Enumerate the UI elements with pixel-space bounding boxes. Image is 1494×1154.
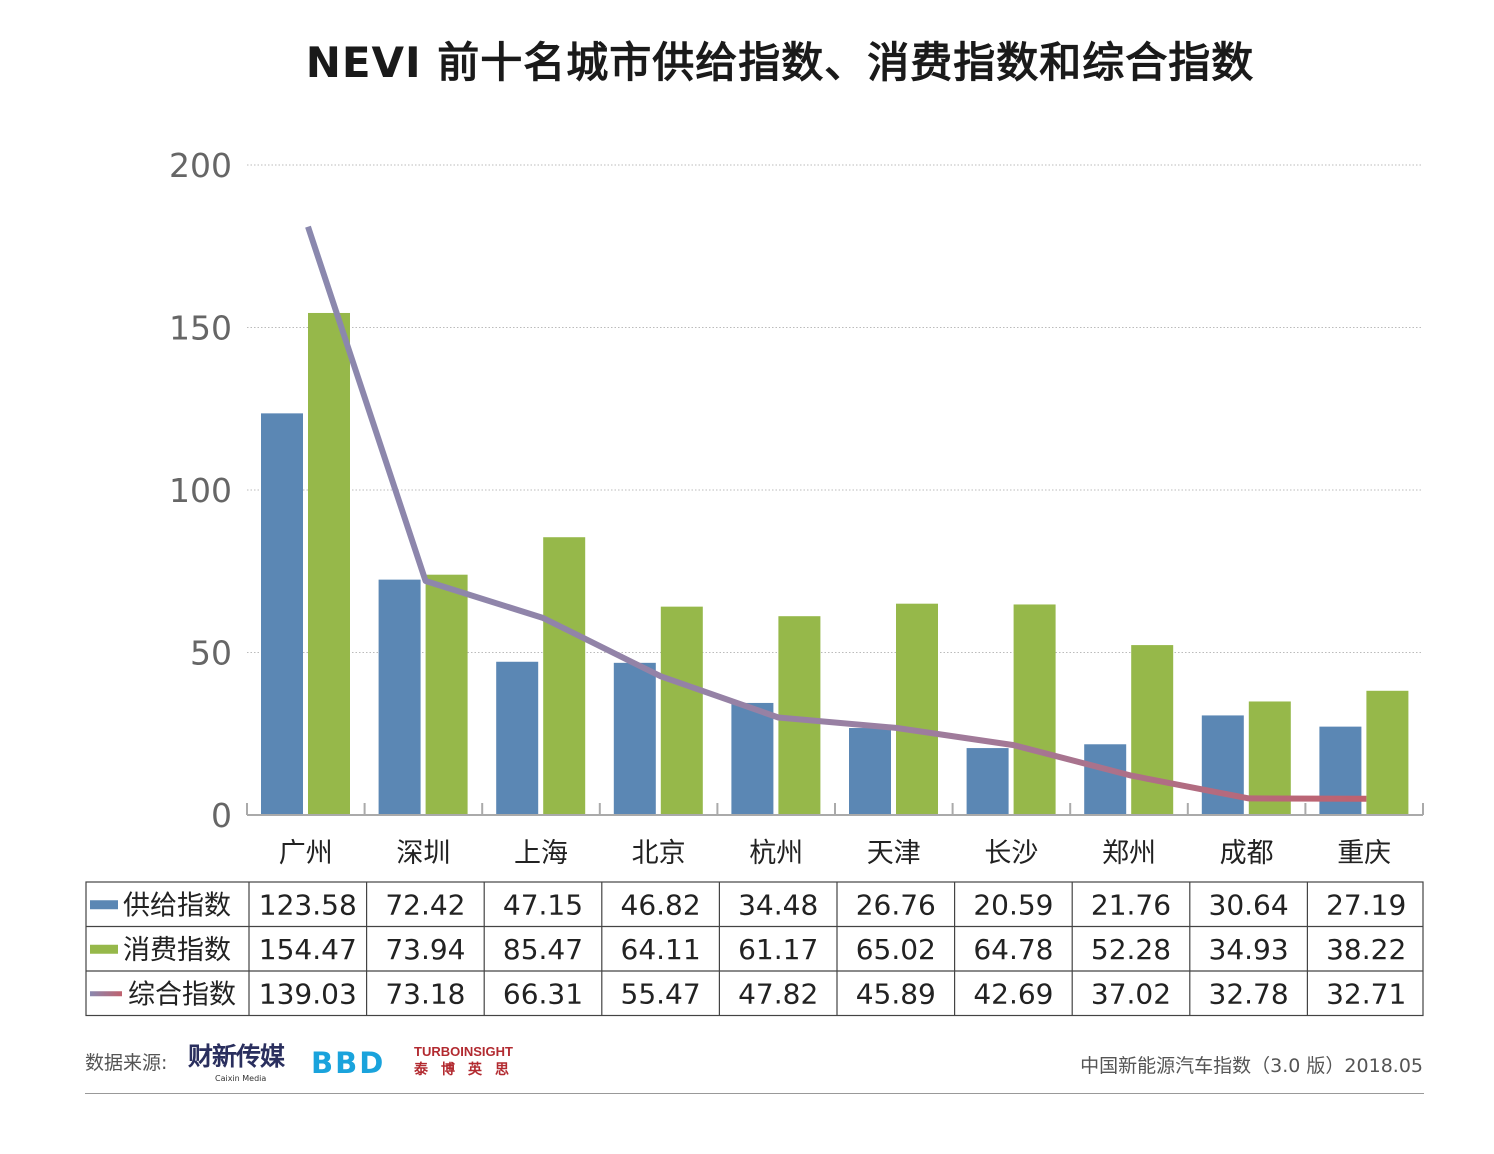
chart-title: NEVI 前十名城市供给指数、消费指数和综合指数: [305, 38, 1255, 87]
bar-supply: [1201, 715, 1244, 815]
table-cell-value: 27.19: [1326, 888, 1406, 921]
legend-label: 供给指数: [123, 890, 231, 921]
y-tick-label: 50: [190, 634, 232, 673]
table-cell-value: 73.18: [385, 977, 465, 1010]
turboinsight-logo: TURBOINSIGHT: [414, 1044, 513, 1059]
bar-supply: [496, 661, 539, 815]
table-cell-value: 46.82: [621, 888, 701, 921]
legend-swatch-consumption: [90, 944, 118, 954]
x-category-label: 长沙: [984, 838, 1038, 869]
bar-supply: [731, 702, 774, 815]
x-category-label: 天津: [867, 838, 921, 869]
table-cell-value: 32.78: [1209, 977, 1289, 1010]
table-cell-value: 154.47: [259, 933, 357, 966]
table-cell-value: 47.82: [738, 977, 818, 1010]
caixin-logo: 财新传媒: [188, 1042, 285, 1071]
bar-consumption: [1131, 645, 1174, 815]
table-cell-value: 123.58: [259, 888, 357, 921]
table-cell-value: 139.03: [259, 977, 357, 1010]
table-cell-value: 65.02: [856, 933, 936, 966]
legend-label: 综合指数: [128, 979, 236, 1010]
table-cell-value: 37.02: [1091, 977, 1171, 1010]
y-tick-label: 0: [211, 796, 232, 835]
table-cell-value: 47.15: [503, 888, 583, 921]
footer-edition: 中国新能源汽车指数（3.0 版）2018.05: [1080, 1055, 1423, 1077]
x-category-label: 郑州: [1102, 838, 1156, 869]
table-cell-value: 55.47: [621, 977, 701, 1010]
table-cell-value: 64.78: [973, 933, 1053, 966]
table-cell-value: 26.76: [856, 888, 936, 921]
bar-supply: [613, 662, 656, 815]
bar-supply: [966, 748, 1009, 815]
bar-consumption: [425, 574, 468, 815]
legend-label: 消费指数: [123, 935, 231, 966]
y-tick-label: 100: [169, 471, 232, 510]
legend-swatch-composite: [90, 991, 122, 997]
x-category-label: 成都: [1220, 838, 1274, 869]
table-cell-value: 61.17: [738, 933, 818, 966]
bbd-logo: BBD: [311, 1046, 386, 1080]
table-cell-value: 32.71: [1326, 977, 1406, 1010]
x-category-label: 重庆: [1337, 838, 1391, 869]
table-cell-value: 34.93: [1209, 933, 1289, 966]
table-cell-value: 73.94: [385, 933, 465, 966]
table-cell-value: 20.59: [973, 888, 1053, 921]
table-cell-value: 52.28: [1091, 933, 1171, 966]
x-category-label: 杭州: [749, 838, 803, 869]
bar-supply: [1084, 744, 1127, 815]
bar-supply: [378, 579, 421, 815]
table-cell-value: 66.31: [503, 977, 583, 1010]
bar-consumption: [543, 537, 586, 815]
table-cell-value: 72.42: [385, 888, 465, 921]
bar-supply: [261, 413, 303, 815]
x-category-label: 北京: [632, 838, 686, 869]
table-cell-value: 45.89: [856, 977, 936, 1010]
table-cell-value: 34.48: [738, 888, 818, 921]
x-category-label: 广州: [279, 838, 333, 869]
bar-consumption: [308, 312, 350, 815]
source-label: 数据来源:: [85, 1052, 168, 1074]
table-cell-value: 42.69: [973, 977, 1053, 1010]
table-cell-value: 85.47: [503, 933, 583, 966]
footer-divider: [85, 1093, 1424, 1094]
y-tick-label: 150: [169, 309, 232, 348]
table-cell-value: 30.64: [1209, 888, 1289, 921]
caixin-logo-en: Caixin Media: [215, 1074, 267, 1083]
bar-consumption: [1366, 690, 1409, 815]
y-tick-label: 200: [169, 146, 232, 185]
legend-swatch-supply: [90, 900, 118, 910]
bar-consumption: [660, 606, 703, 815]
table-cell-value: 21.76: [1091, 888, 1171, 921]
bar-consumption: [896, 603, 938, 815]
bar-supply: [849, 728, 891, 815]
table-cell-value: 38.22: [1326, 933, 1406, 966]
table-cell-value: 64.11: [621, 933, 701, 966]
line-composite: [305, 225, 1367, 802]
turboinsight-logo-cn: 泰博英思: [414, 1062, 522, 1078]
bar-consumption: [1013, 604, 1056, 815]
x-category-label: 深圳: [396, 838, 450, 869]
data-table: [85, 881, 1424, 1017]
x-category-label: 上海: [514, 838, 568, 869]
